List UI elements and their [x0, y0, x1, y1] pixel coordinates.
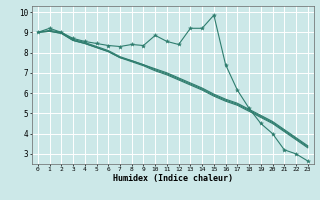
X-axis label: Humidex (Indice chaleur): Humidex (Indice chaleur) [113, 174, 233, 183]
